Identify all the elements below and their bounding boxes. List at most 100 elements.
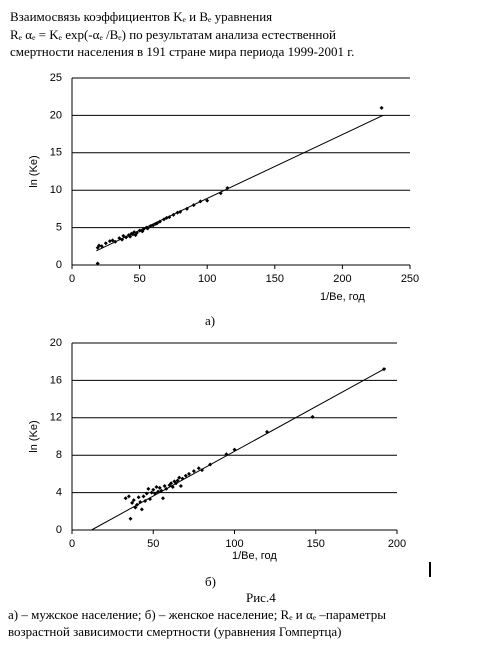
data-point (144, 491, 149, 496)
data-point (205, 198, 210, 203)
header-line: Rₑ αₑ = Kₑ exp(-αₑ /Bₑ) по результатам а… (10, 27, 336, 42)
data-point (198, 199, 203, 204)
data-point (169, 481, 174, 486)
data-point (171, 212, 176, 217)
data-point (170, 484, 175, 489)
data-point (136, 495, 141, 500)
data-point (135, 502, 139, 507)
data-point (174, 481, 178, 486)
y-tick-label: 5 (56, 222, 62, 234)
data-point (128, 516, 133, 521)
data-point (224, 452, 229, 457)
data-point (123, 496, 128, 501)
caption-line: а) – мужское население; б) – женское нас… (8, 607, 386, 622)
data-point (164, 486, 169, 491)
x-tick-label: 0 (69, 538, 75, 550)
data-point (175, 478, 180, 483)
data-point (183, 473, 188, 478)
data-point (310, 414, 315, 419)
data-point (148, 497, 152, 502)
y-axis-label: ln (Ke) (28, 155, 40, 187)
data-point (208, 462, 213, 467)
data-point (133, 505, 138, 510)
x-tick-label: 200 (388, 538, 406, 550)
data-point (156, 489, 161, 494)
data-point (178, 209, 183, 214)
data-point (180, 476, 185, 481)
y-tick-label: 20 (50, 337, 62, 349)
data-point (196, 466, 201, 471)
trend-line (91, 367, 386, 531)
data-point (138, 499, 143, 504)
data-point (191, 203, 196, 208)
data-point (152, 491, 157, 496)
data-point (154, 484, 159, 489)
y-tick-label: 10 (50, 184, 62, 196)
data-point (126, 494, 131, 499)
y-tick-label: 0 (56, 524, 62, 536)
y-tick-label: 8 (56, 449, 62, 461)
data-point (155, 221, 160, 226)
data-point (103, 241, 108, 246)
y-tick-label: 15 (50, 147, 62, 159)
data-point (131, 498, 136, 503)
data-point (218, 191, 223, 196)
data-point (128, 234, 133, 239)
data-point (161, 496, 165, 501)
x-tick-label: 150 (266, 273, 284, 285)
data-point (121, 233, 126, 238)
data-point (200, 468, 204, 473)
panel-label: б) (205, 574, 216, 589)
data-point (120, 237, 125, 242)
x-tick-label: 100 (198, 273, 216, 285)
data-point (146, 486, 151, 491)
data-point (124, 235, 129, 240)
x-tick-label: 50 (133, 273, 145, 285)
data-point (151, 487, 156, 492)
data-point (157, 219, 162, 224)
header-line: смертности населения в 191 стране мира п… (10, 44, 354, 59)
data-point (141, 494, 146, 499)
data-point (178, 484, 183, 489)
y-tick-label: 0 (56, 259, 62, 271)
data-point (134, 230, 139, 235)
data-point (167, 215, 172, 220)
y-tick-label: 12 (50, 412, 62, 424)
y-tick-label: 4 (56, 487, 62, 499)
data-point (143, 499, 148, 504)
data-point (95, 261, 100, 266)
data-point (225, 185, 230, 190)
data-point (177, 475, 182, 480)
data-point (141, 227, 146, 232)
x-tick-label: 50 (147, 538, 159, 550)
data-point (379, 105, 384, 110)
x-tick-label: 100 (225, 538, 243, 550)
y-tick-label: 16 (50, 374, 62, 386)
figure-number: Рис.4 (246, 590, 276, 605)
caption-line: возрастной зависимости смертности (уравн… (8, 624, 341, 639)
data-point (232, 447, 237, 452)
data-point (265, 429, 269, 434)
data-point (110, 238, 115, 243)
header-line: Взаимосвязь коэффициентов Kₑ и Bₑ уравне… (10, 9, 272, 24)
data-point (382, 367, 386, 372)
x-tick-label: 250 (401, 273, 419, 285)
data-point (99, 244, 104, 249)
data-point (161, 217, 166, 222)
y-tick-label: 25 (50, 72, 62, 84)
x-axis-label: 1/Be, год (320, 291, 365, 303)
data-point (145, 226, 150, 231)
data-point (184, 206, 189, 211)
data-point (162, 484, 167, 489)
data-point (130, 500, 135, 505)
x-tick-label: 150 (307, 538, 325, 550)
data-point (139, 507, 144, 512)
data-point (113, 239, 118, 244)
x-tick-label: 200 (333, 273, 351, 285)
x-tick-label: 0 (69, 273, 75, 285)
y-axis-label: ln (Ke) (28, 420, 40, 452)
data-point (157, 485, 162, 490)
x-axis-label: 1/Be, год (232, 550, 277, 562)
data-point (159, 488, 164, 493)
